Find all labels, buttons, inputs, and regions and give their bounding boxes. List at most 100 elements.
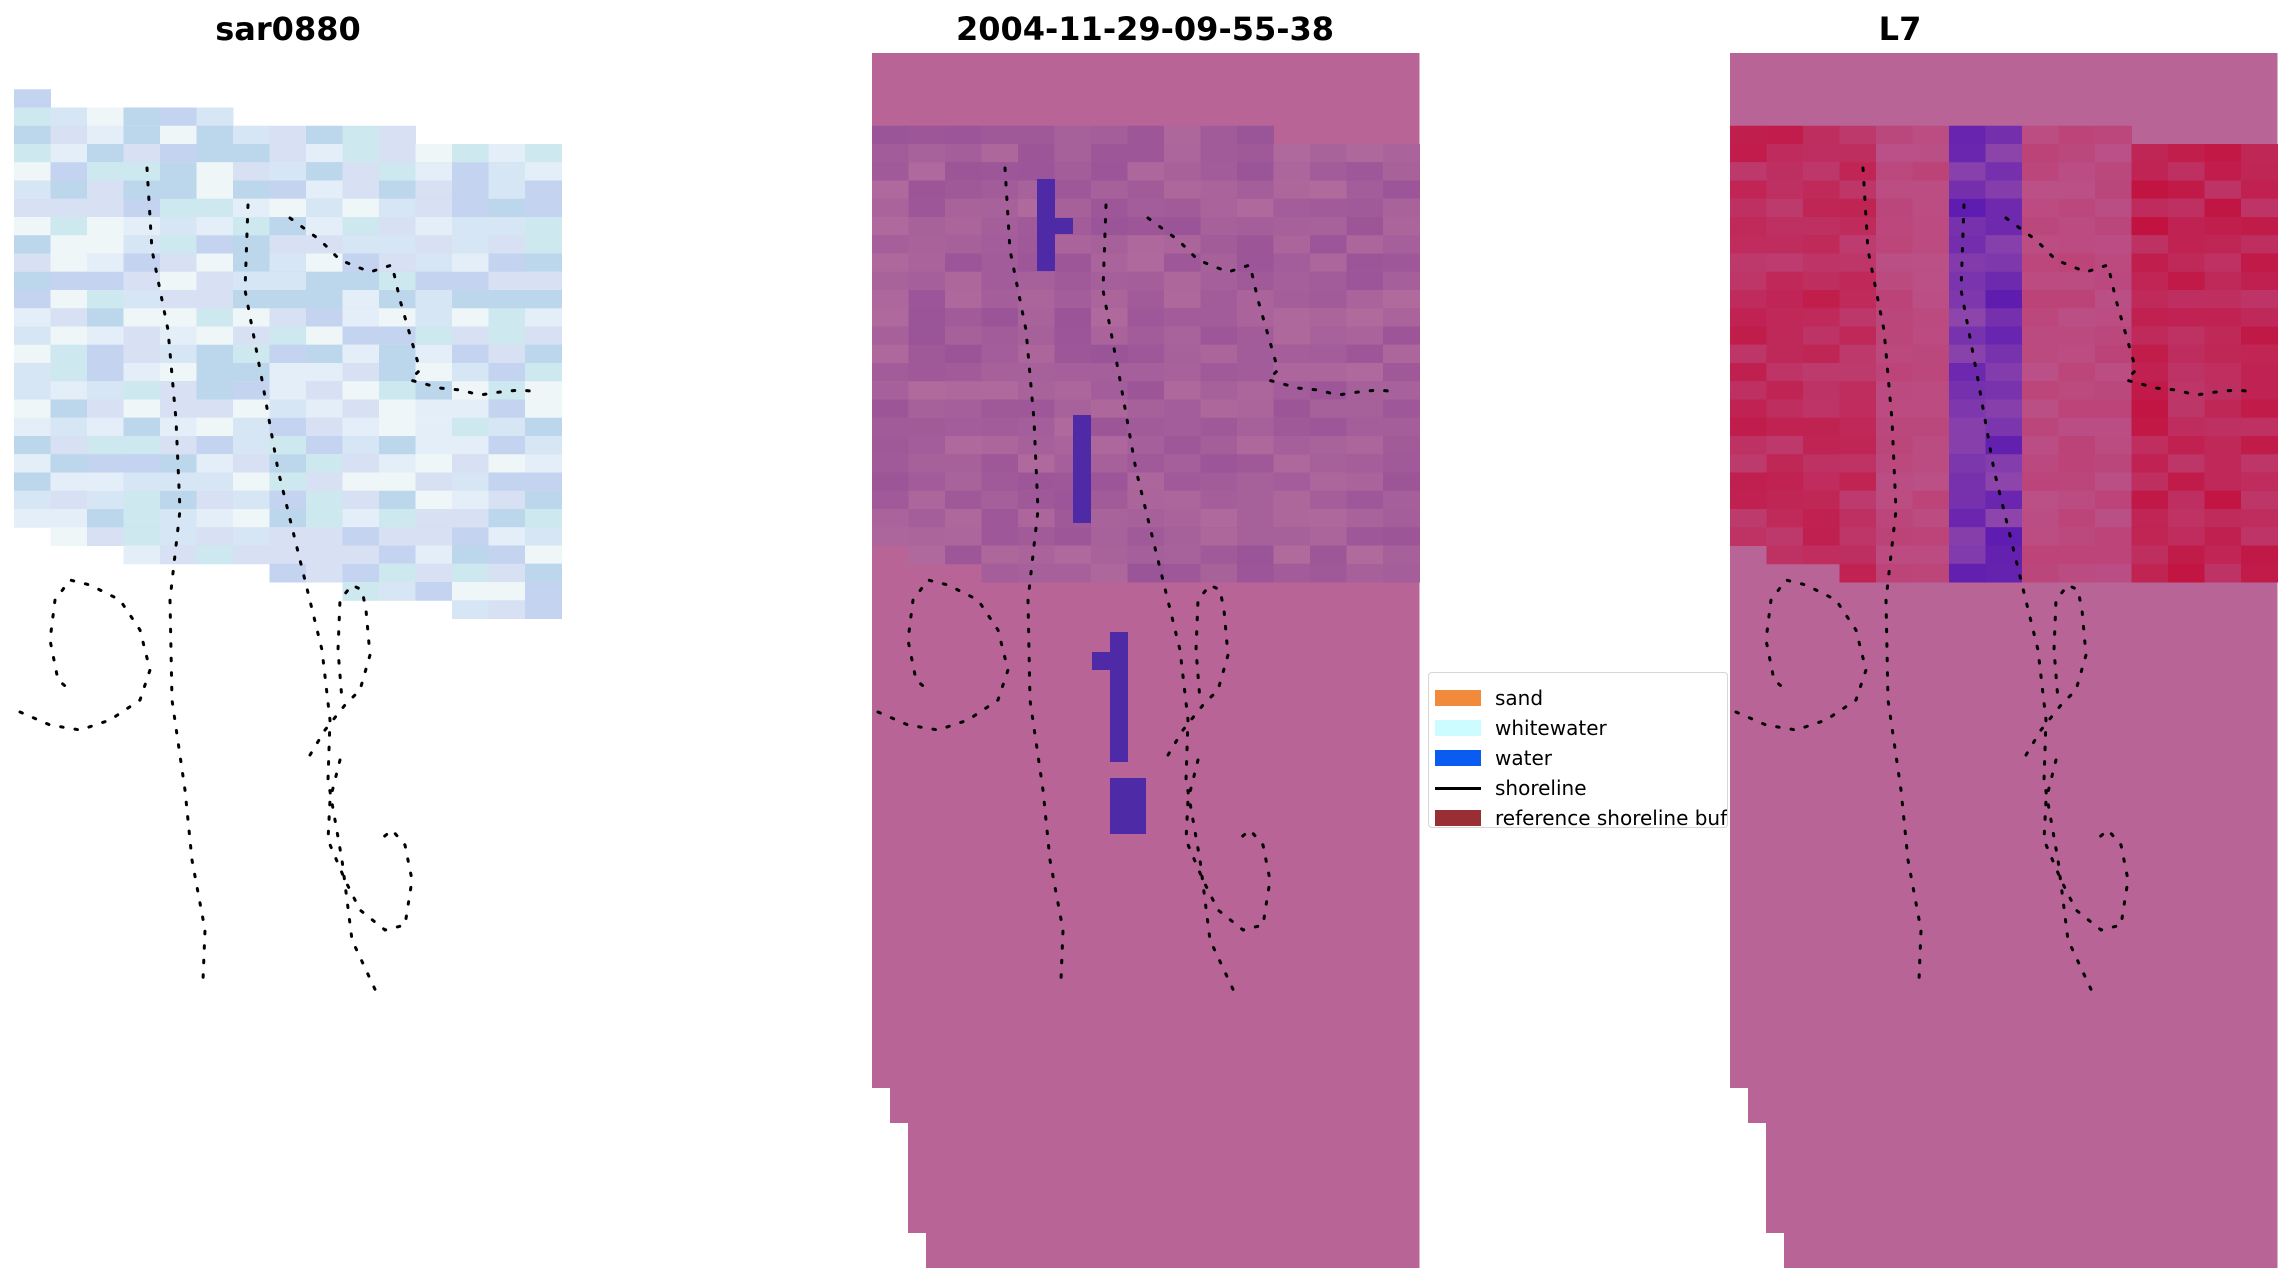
- raster-cell: [2022, 144, 2059, 163]
- raster-cell: [1310, 308, 1347, 327]
- raster-cell: [50, 381, 88, 400]
- raster-cell: [14, 399, 51, 419]
- raster-cell: [2131, 363, 2169, 382]
- raster-cell: [14, 399, 51, 419]
- raster-cell: [415, 326, 453, 346]
- raster-cell: [233, 545, 270, 565]
- raster-cell: [981, 509, 1019, 528]
- raster-cell: [1091, 326, 1128, 346]
- raster-cell: [1054, 144, 1092, 163]
- raster-cell: [1839, 417, 1877, 437]
- raster-cell: [945, 235, 982, 254]
- raster-cell: [2241, 527, 2278, 546]
- raster-cell: [1091, 271, 1128, 291]
- raster-cell: [1200, 253, 1238, 273]
- raster-cell: [1273, 180, 1311, 200]
- raster-cell: [1730, 454, 1767, 473]
- raster-cell: [1237, 235, 1274, 254]
- raster-cell: [1839, 271, 1877, 291]
- raster-cell: [1310, 271, 1347, 291]
- raster-cell: [14, 89, 51, 108]
- raster-cell: [1803, 162, 1840, 181]
- raster-cell: [123, 308, 161, 327]
- raster-cell: [2168, 490, 2205, 510]
- raster-cell: [452, 180, 489, 200]
- raster-cell: [2058, 436, 2096, 455]
- raster-cell: [525, 271, 562, 291]
- raster-panel-2: [872, 53, 1420, 1268]
- raster-cell: [2168, 271, 2205, 291]
- raster-cell: [945, 326, 982, 346]
- raster-cell: [160, 490, 197, 510]
- raster-cell: [2022, 454, 2059, 473]
- raster-cell: [525, 545, 562, 565]
- raster-cell: [306, 180, 343, 200]
- raster-cell: [123, 527, 161, 546]
- raster-cell: [945, 198, 982, 218]
- raster-cell: [196, 144, 234, 163]
- raster-cell: [1383, 545, 1420, 565]
- raster-cell: [908, 417, 946, 437]
- raster-panel-3: [1730, 53, 2278, 1268]
- raster-cell: [1876, 381, 1913, 400]
- raster-cell: [2095, 144, 2132, 163]
- raster-cell: [1091, 144, 1128, 163]
- raster-cell: [2204, 253, 2242, 273]
- raster-cell: [1273, 363, 1311, 382]
- raster-cell: [160, 454, 197, 473]
- raster-cell: [525, 344, 562, 364]
- raster-cell: [123, 545, 161, 565]
- raster-cell: [379, 344, 416, 364]
- raster-cell: [1985, 454, 2023, 473]
- raster-cell: [1912, 472, 1950, 492]
- raster-cell: [306, 399, 343, 419]
- raster-cell: [452, 472, 489, 492]
- raster-cell: [342, 363, 380, 382]
- raster-cell: [1766, 253, 1804, 273]
- raster-cell: [1803, 235, 1840, 254]
- raster-cell: [1054, 180, 1092, 200]
- raster-cell: [1346, 217, 1384, 236]
- raster-cell: [269, 454, 307, 473]
- raster-cell: [1054, 235, 1092, 254]
- raster-cell: [233, 454, 270, 473]
- raster-cell: [2022, 417, 2059, 437]
- raster-cell: [1164, 235, 1201, 254]
- raster-cell: [342, 308, 380, 327]
- raster-cell: [160, 308, 197, 327]
- raster-cell: [1091, 125, 1128, 145]
- raster-cell: [2058, 399, 2096, 419]
- raster-cell: [1766, 490, 1804, 510]
- legend-swatch-sand: [1435, 690, 1481, 706]
- raster-cell: [342, 436, 380, 455]
- raster-cell: [945, 490, 982, 510]
- raster-cell: [50, 344, 88, 364]
- raster-cell: [379, 271, 416, 291]
- raster-cell: [452, 271, 489, 291]
- raster-cell: [196, 235, 234, 254]
- raster-cell: [87, 454, 124, 473]
- raster-cell: [2058, 253, 2096, 273]
- raster-cell: [415, 308, 453, 327]
- raster-cell: [2204, 490, 2242, 510]
- raster-cell: [1018, 344, 1055, 364]
- raster-cell: [2204, 326, 2242, 346]
- raster-cell: [1127, 472, 1165, 492]
- raster-cell: [50, 326, 88, 346]
- raster-cell: [269, 344, 307, 364]
- raster-cell: [1766, 454, 1804, 473]
- shoreline-line: [2004, 216, 2258, 397]
- raster-cell: [1766, 363, 1804, 382]
- raster-cell: [1054, 217, 1092, 236]
- raster-cell: [2241, 490, 2278, 510]
- raster-cell: [2058, 198, 2096, 218]
- raster-cell: [379, 125, 416, 145]
- raster-cell: [160, 162, 197, 181]
- raster-cell: [981, 162, 1019, 181]
- raster-cell: [945, 417, 982, 437]
- raster-cell: [1127, 290, 1165, 309]
- raster-cell: [1054, 162, 1092, 181]
- raster-cell: [945, 399, 982, 419]
- raster-cell: [1839, 253, 1877, 273]
- raster-cell: [1091, 454, 1128, 473]
